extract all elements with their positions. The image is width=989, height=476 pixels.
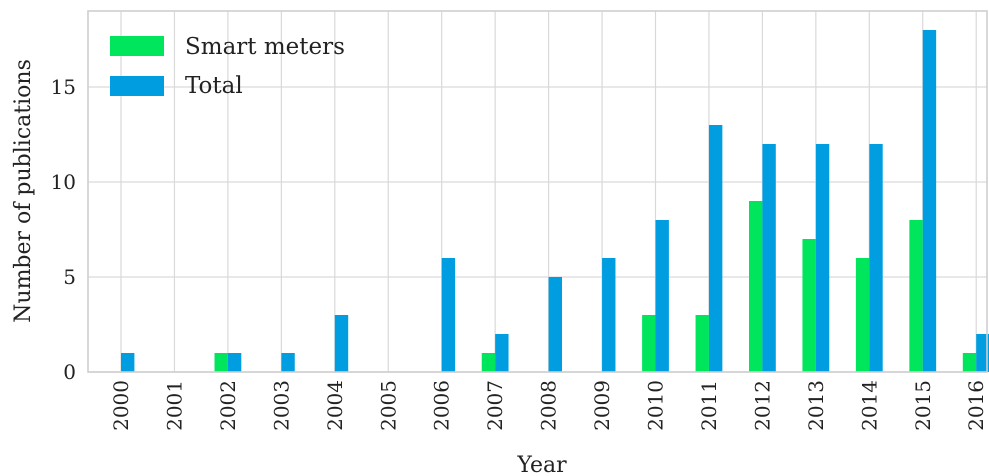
y-axis-label: Number of publications: [11, 59, 36, 323]
legend-swatch-total: [110, 76, 164, 96]
bar-smart-meters: [214, 353, 228, 372]
bar-total: [121, 353, 135, 372]
bar-smart-meters: [749, 201, 763, 372]
bar-total: [334, 315, 349, 372]
x-tick-label: 2016: [964, 380, 988, 431]
x-tick-label: 2012: [750, 380, 774, 431]
y-tick-label: 15: [51, 75, 76, 99]
bar-smart-meters: [481, 353, 496, 372]
bar-total: [441, 258, 456, 372]
y-tick-label: 5: [63, 265, 76, 289]
bar-total: [602, 258, 616, 372]
bar-total: [655, 220, 669, 372]
bar-smart-meters: [962, 353, 977, 372]
bar-total: [762, 144, 776, 372]
x-tick-label: 2004: [323, 380, 347, 431]
x-axis-label: Year: [516, 453, 567, 476]
x-tick-label: 2006: [430, 380, 454, 431]
x-tick-label: 2009: [590, 380, 614, 431]
bar-total: [227, 353, 242, 372]
y-tick-label: 0: [63, 360, 76, 384]
x-tick-label: 2005: [376, 380, 400, 431]
bar-total: [281, 353, 295, 372]
legend-label-total: Total: [185, 73, 243, 99]
x-tick-label: 2008: [537, 380, 561, 431]
bar-smart-meters: [642, 315, 656, 372]
bars: [121, 30, 989, 372]
x-tick-label: 2011: [697, 380, 721, 431]
bar-total: [548, 277, 562, 372]
bar-smart-meters: [695, 315, 709, 372]
bar-smart-meters: [855, 258, 870, 372]
y-tick-label: 10: [51, 170, 76, 194]
legend: Smart meters Total: [110, 34, 345, 99]
plot-frame: [87, 10, 988, 373]
legend-swatch-smart-meters: [110, 36, 164, 56]
legend-label-smart-meters: Smart meters: [185, 34, 345, 60]
x-tick-labels: 2000 2001 2002 2003 2004 2005 2006 2007 2008 2009…: [109, 380, 988, 431]
bar-total: [869, 144, 883, 372]
bar-smart-meters: [802, 239, 816, 372]
x-tick-label: 2013: [804, 380, 828, 431]
grid-lines: [88, 11, 987, 373]
x-tick-label: 2002: [216, 380, 240, 431]
x-tick-label: 2000: [109, 380, 133, 431]
bar-total: [976, 334, 989, 372]
bar-total: [708, 125, 723, 372]
x-tick-label: 2015: [911, 380, 935, 431]
bar-total: [815, 144, 830, 372]
x-tick-label: 2014: [857, 380, 881, 431]
bar-total: [922, 30, 937, 372]
x-tick-label: 2010: [644, 380, 668, 431]
x-tick-label: 2003: [269, 380, 293, 431]
x-tick-label: 2007: [483, 380, 507, 431]
bar-total: [495, 334, 509, 372]
bar-smart-meters: [909, 220, 923, 372]
x-tick-label: 2001: [162, 380, 186, 431]
y-tick-labels: 0 5 10 15: [51, 75, 76, 384]
